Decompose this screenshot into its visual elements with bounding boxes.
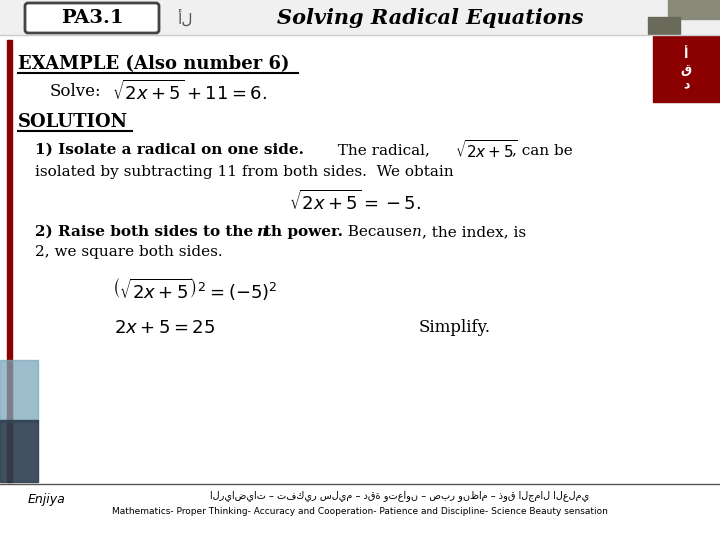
Text: الرياضيات – تفكير سليم – دقة وتعاون – صبر ونظام – ذوق الجمال العلمي: الرياضيات – تفكير سليم – دقة وتعاون – صب… [210,490,590,502]
Text: أ
ق
د: أ ق د [680,48,692,91]
Text: isolated by subtracting 11 from both sides.  We obtain: isolated by subtracting 11 from both sid… [35,165,454,179]
Text: Simplify.: Simplify. [419,320,491,336]
Text: $\sqrt{2x+5}$: $\sqrt{2x+5}$ [455,139,518,161]
Text: SOLUTION: SOLUTION [18,113,128,131]
Text: , can be: , can be [512,143,572,157]
Text: Solve:: Solve: [50,84,102,100]
Text: EXAMPLE (Also number 6): EXAMPLE (Also number 6) [18,55,289,73]
Text: 2) Raise both sides to the: 2) Raise both sides to the [35,225,258,239]
Text: Mathematics- Proper Thinking- Accuracy and Cooperation- Patience and Discipline-: Mathematics- Proper Thinking- Accuracy a… [112,508,608,516]
Bar [7,40,12,482]
Text: 1) Isolate a radical on one side.: 1) Isolate a radical on one side. [35,143,304,157]
Text: Enjiya: Enjiya [28,494,66,507]
Text: The radical,: The radical, [328,143,430,157]
Text: n: n [256,225,267,239]
Text: , the index, is: , the index, is [422,225,526,239]
Bar [0,420,38,482]
Text: Because: Because [338,225,417,239]
Text: أل: أل [177,9,193,26]
FancyBboxPatch shape [25,3,159,33]
Text: $\sqrt{2x+5}=-5.$: $\sqrt{2x+5}=-5.$ [289,190,421,214]
Bar [668,0,720,19]
Bar [653,36,720,102]
Text: 2, we square both sides.: 2, we square both sides. [35,245,222,259]
Text: th power.: th power. [264,225,343,239]
Text: PA3.1: PA3.1 [60,9,123,27]
Bar [648,17,680,34]
Text: Solving Radical Equations: Solving Radical Equations [276,8,583,28]
Bar [0,360,38,422]
Text: $\sqrt{2x+5}+11=6.$: $\sqrt{2x+5}+11=6.$ [112,80,267,104]
Text: $2x+5=25$: $2x+5=25$ [114,319,215,337]
Text: $\left(\sqrt{2x+5}\right)^{2}=\left(-5\right)^{2}$: $\left(\sqrt{2x+5}\right)^{2}=\left(-5\r… [112,274,278,301]
Text: n: n [412,225,422,239]
Bar [0,0,720,35]
